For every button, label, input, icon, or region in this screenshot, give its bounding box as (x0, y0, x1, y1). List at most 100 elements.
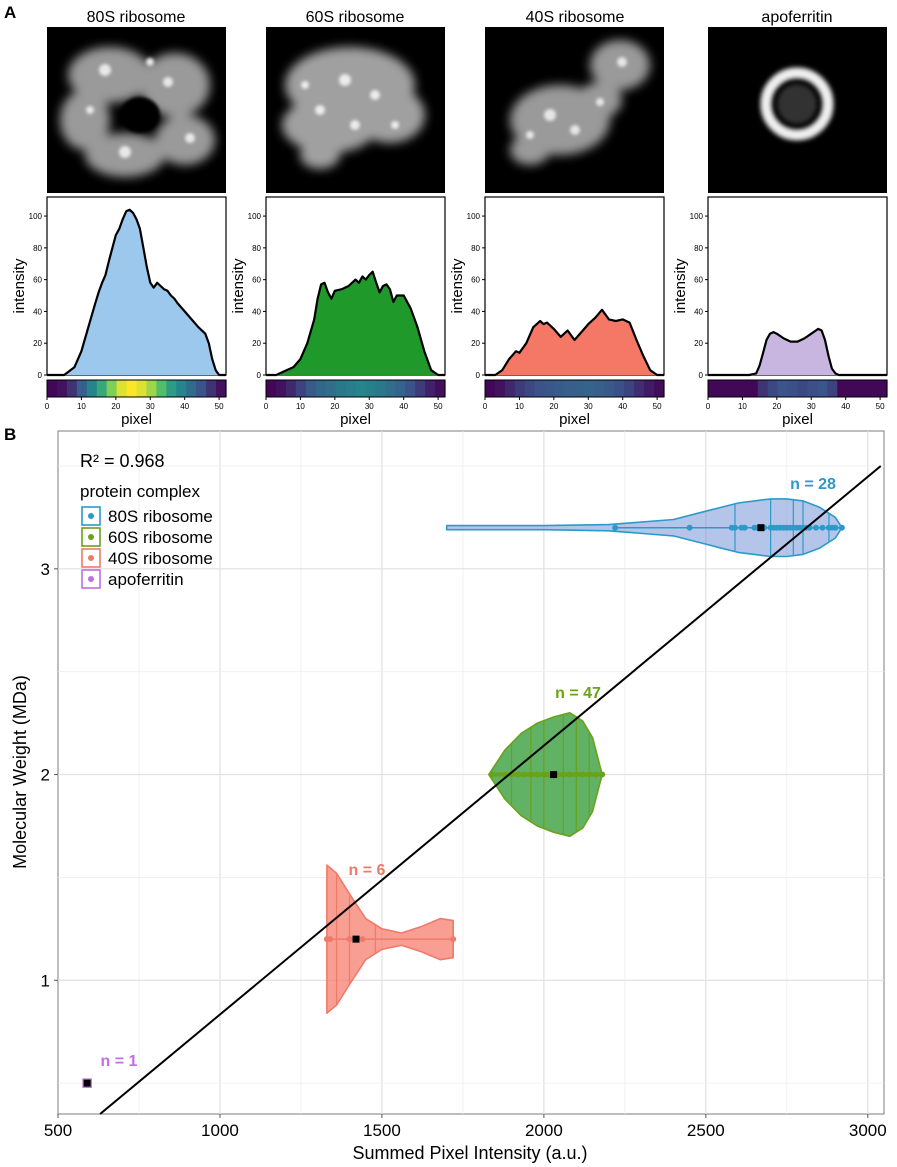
colorbar-cell (574, 380, 586, 397)
y-tick-label: 60 (471, 276, 480, 285)
profile-line (47, 208, 226, 377)
colorbar-cell (146, 380, 157, 397)
data-point (592, 771, 599, 778)
legend-label-apoferritin: apoferritin (108, 570, 184, 589)
count-label-60s: n = 47 (555, 685, 601, 702)
x-tick-label: 50 (434, 402, 443, 411)
colorbar-cell (554, 380, 566, 397)
colorbar-cell (266, 380, 277, 397)
colorbar-cell (737, 380, 749, 397)
legend: 80S ribosome 60S ribosome 40S ribosome apof… (81, 506, 213, 589)
x-tick-label: 0 (706, 402, 711, 411)
colorbar-cell (106, 380, 118, 397)
data-point (560, 771, 567, 778)
profile-line (485, 308, 664, 377)
data-point (731, 524, 738, 531)
data-point (534, 771, 541, 778)
x-tick-label: 0 (45, 402, 50, 411)
y-tick-label: 40 (33, 307, 42, 316)
colorbar-cell (594, 380, 605, 397)
micrograph-40s-ribosome (485, 27, 664, 193)
x-tick-label: 20 (772, 402, 781, 411)
colorbar-cell (66, 380, 78, 397)
profile-area (485, 309, 664, 375)
count-label-40s: n = 6 (349, 862, 386, 879)
colorbar-cell (485, 380, 496, 397)
profile-area (266, 271, 445, 375)
colorbar-cell (514, 380, 526, 397)
colorbar-cell (757, 380, 769, 397)
legend-title: protein complex (80, 482, 201, 501)
x-tick-label: 50 (653, 402, 662, 411)
data-point (514, 771, 521, 778)
colorbar-cell (837, 380, 848, 397)
count-label-apoferritin: n = 1 (101, 1053, 138, 1070)
colorbar-cell (136, 380, 148, 397)
colorbar-cell (624, 380, 635, 397)
profile-plot-40s: 0 20 40 60 80 100 intensity 0 10 20 30 40 50 pixel (449, 196, 665, 428)
colorbar-cell (325, 380, 337, 397)
colorbar-cell (644, 380, 655, 397)
profile-x-axis-label: pixel (559, 411, 590, 428)
violin-plot: 500 1000 1500 2000 2500 3000 1 2 3 n = 28 n = 47 n … (41, 431, 887, 1140)
colorbar-cell (877, 380, 888, 397)
micrograph-60s-ribosome (266, 27, 445, 193)
y-tick-label: 0 (699, 371, 704, 380)
profile-y-axis-label: intensity (672, 258, 689, 314)
x-tick-label: 30 (146, 402, 155, 411)
x-tick-label: 20 (111, 402, 120, 411)
count-label-80s: n = 28 (790, 476, 836, 493)
colorbar-cell (584, 380, 595, 397)
mean-marker (757, 524, 765, 532)
colorbar-cell (385, 380, 396, 397)
micrograph-title-apoferritin: apoferritin (761, 9, 832, 26)
r-squared-annotation: R² = 0.968 (80, 451, 165, 471)
data-point (346, 936, 353, 943)
colorbar-cell (797, 380, 809, 397)
violin-40s: n = 6 (323, 862, 457, 1014)
profile-plot-80s: 0 20 40 60 80 100 intensity 0 10 20 30 40 50 pixel (11, 196, 227, 428)
data-point (599, 771, 606, 778)
x-tick-label: 0 (483, 402, 488, 411)
x-tick-label: 40 (841, 402, 850, 411)
data-point (586, 771, 593, 778)
colorbar-cell (166, 380, 177, 397)
y-tick-label: 60 (33, 276, 42, 285)
colorbar-cell (405, 380, 416, 397)
x-tick-label: 500 (44, 1121, 72, 1140)
profile-line (266, 270, 445, 377)
colorbar-cell (787, 380, 799, 397)
colorbar-cell (767, 380, 779, 397)
panel-a-label: A (4, 3, 16, 22)
y-tick-label: 100 (690, 212, 704, 221)
colorbar-cell (827, 380, 838, 397)
x-tick-label: 50 (215, 402, 224, 411)
colorbar-cell (176, 380, 187, 397)
colorbar-cell (807, 380, 818, 397)
profile-y-axis-label: intensity (449, 258, 466, 314)
x-tick-label: 20 (549, 402, 558, 411)
colorbar-cell (604, 380, 615, 397)
y-tick-label: 80 (471, 244, 480, 253)
y-tick-label: 40 (252, 307, 261, 316)
data-point (489, 771, 496, 778)
legend-label-80s: 80S ribosome (108, 507, 213, 526)
data-point (579, 771, 586, 778)
x-tick-label: 3000 (849, 1121, 887, 1140)
colorbar-cell (365, 380, 376, 397)
profile-area (708, 328, 887, 375)
legend-label-60s: 60S ribosome (108, 528, 213, 547)
x-tick-label: 1500 (363, 1121, 401, 1140)
data-point (838, 524, 845, 531)
x-tick-label: 10 (738, 402, 747, 411)
x-tick-label: 10 (515, 402, 524, 411)
colorbar-cell (717, 380, 729, 397)
y-tick-label: 1 (41, 971, 50, 990)
x-tick-label: 20 (330, 402, 339, 411)
colorbar-cell (355, 380, 367, 397)
colorbar-cell (847, 380, 858, 397)
y-tick-label: 40 (471, 307, 480, 316)
data-point (686, 524, 693, 531)
